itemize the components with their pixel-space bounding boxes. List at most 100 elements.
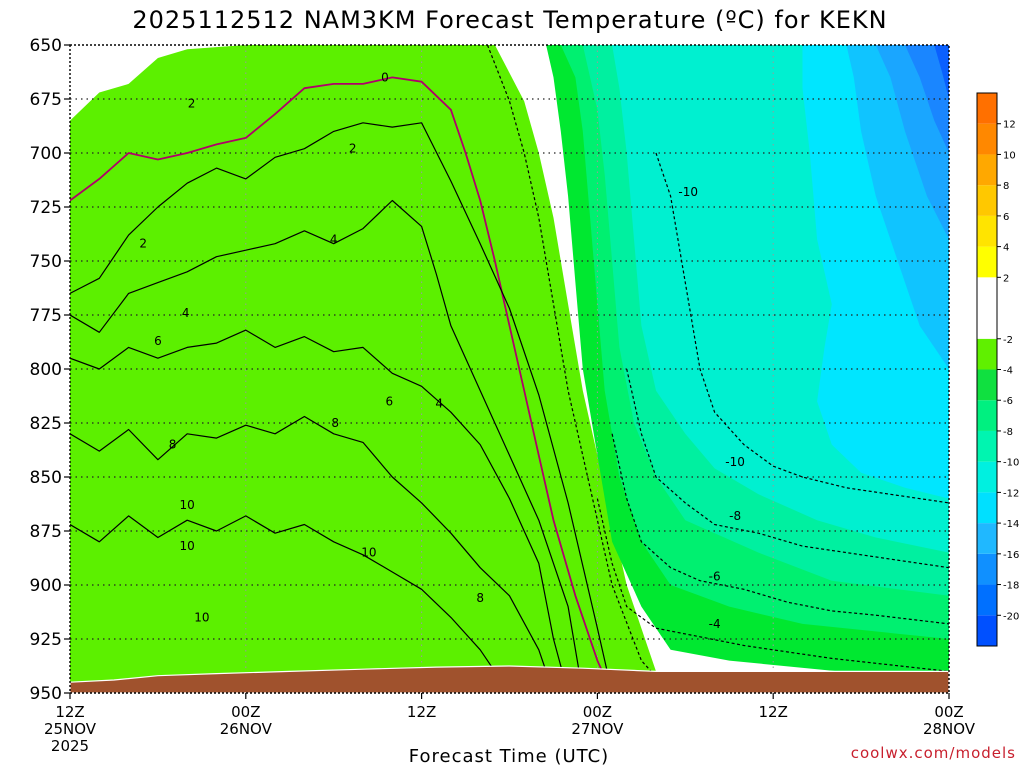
x-tick-label: 25NOV bbox=[44, 720, 97, 738]
contour-line-0 bbox=[70, 76, 613, 693]
contour-label: 8 bbox=[169, 438, 177, 452]
colorbar-swatch bbox=[977, 400, 997, 431]
x-tick-label: 00Z bbox=[231, 703, 260, 721]
colorbar-label: -12 bbox=[1003, 488, 1019, 499]
contour-label: 10 bbox=[180, 539, 195, 553]
colorbar-swatch bbox=[977, 246, 997, 278]
colorbar-swatch bbox=[977, 185, 997, 216]
y-tick-label: 775 bbox=[30, 306, 62, 326]
y-tick-label: 725 bbox=[30, 198, 62, 218]
colorbar-swatch bbox=[977, 215, 997, 247]
colorbar-label: 8 bbox=[1003, 181, 1009, 192]
contour-label: -4 bbox=[709, 617, 721, 631]
y-tick-label: 850 bbox=[30, 468, 62, 488]
colorbar-label: -14 bbox=[1003, 519, 1019, 530]
colorbar-label: 6 bbox=[1003, 212, 1009, 223]
y-tick-label: 750 bbox=[30, 252, 62, 272]
contour-line--6 bbox=[611, 433, 949, 625]
contour-label: 4 bbox=[435, 397, 443, 411]
credit-link[interactable]: coolwx.com/models bbox=[851, 744, 1016, 762]
colorbar-label: 4 bbox=[1003, 243, 1009, 254]
plot-area: 0 2 2 2 4 4 6 6 4 8 8 10 10 10 10 8 -10 -10 -8 -6 -4 bbox=[69, 44, 950, 694]
colorbar-swatch bbox=[977, 123, 997, 155]
contour-line--2 bbox=[486, 45, 672, 693]
contour-label: 4 bbox=[330, 232, 338, 246]
colorbar-swatch bbox=[977, 584, 997, 616]
y-axis-ticks: 650 675 700 725 750 775 800 825 850 875 900 925 950 bbox=[30, 36, 70, 704]
contour-label: -10 bbox=[725, 455, 745, 469]
contour-label: 4 bbox=[182, 306, 190, 320]
colorbar-swatch bbox=[977, 93, 997, 124]
colorbar-swatch bbox=[977, 277, 997, 339]
x-tick-label: 26NOV bbox=[220, 720, 273, 738]
colorbar-label: 12 bbox=[1003, 120, 1016, 131]
contour-label: 6 bbox=[154, 334, 162, 348]
contour-label: 10 bbox=[194, 610, 209, 624]
contour-label: -8 bbox=[729, 509, 741, 523]
contour-label: -6 bbox=[709, 569, 721, 583]
colorbar-swatch bbox=[977, 369, 997, 401]
contour-line-2 bbox=[70, 122, 613, 693]
contour-line-4 bbox=[70, 199, 584, 693]
colorbar-swatch bbox=[977, 492, 997, 524]
x-axis-label: Forecast Time (UTC) bbox=[409, 746, 609, 767]
contour-label: 10 bbox=[361, 546, 376, 560]
y-tick-label: 675 bbox=[30, 90, 62, 110]
contour-label: 2 bbox=[349, 142, 357, 156]
contour-label: 8 bbox=[476, 591, 484, 605]
temp-band-blue-20-shape bbox=[934, 45, 949, 99]
colorbar-label: -18 bbox=[1003, 581, 1019, 592]
y-tick-label: 900 bbox=[30, 576, 62, 596]
colorbar-swatch bbox=[977, 615, 997, 646]
colorbar-swatch bbox=[977, 338, 997, 370]
colorbar-label: 2 bbox=[1003, 273, 1009, 284]
colorbar-label: -2 bbox=[1003, 335, 1013, 346]
colorbar-label: -10 bbox=[1003, 458, 1019, 469]
contour-label: 0 bbox=[381, 70, 389, 84]
terrain bbox=[70, 665, 949, 693]
x-tick-label: 00Z bbox=[583, 703, 612, 721]
contour-label: -10 bbox=[678, 185, 698, 199]
colorbar-swatch bbox=[977, 461, 997, 493]
colorbar-swatch bbox=[977, 154, 997, 186]
grid bbox=[70, 45, 949, 693]
colorbar-label: -4 bbox=[1003, 366, 1013, 377]
y-tick-label: 800 bbox=[30, 360, 62, 380]
colorbar-label: -16 bbox=[1003, 550, 1019, 561]
contour-label: 2 bbox=[139, 237, 147, 251]
temp-band-blue-18-shape bbox=[905, 45, 949, 153]
colorbar: 12 10 8 6 4 2 -2 -4 -6 -8 -10 -12 -14 -16 -18 -20 bbox=[976, 92, 1019, 647]
colorbar-swatch bbox=[977, 523, 997, 554]
x-tick-label: 27NOV bbox=[571, 720, 624, 738]
colorbar-label: 10 bbox=[1003, 150, 1016, 161]
y-tick-label: 700 bbox=[30, 144, 62, 164]
y-tick-label: 950 bbox=[30, 684, 62, 704]
x-tick-label: 28NOV bbox=[923, 720, 976, 738]
y-tick-label: 825 bbox=[30, 414, 62, 434]
colorbar-label: -8 bbox=[1003, 427, 1013, 438]
contour-line-10 bbox=[70, 515, 510, 693]
colorbar-swatch bbox=[977, 553, 997, 585]
colorbar-label: -20 bbox=[1003, 611, 1019, 622]
contour-label: 10 bbox=[180, 498, 195, 512]
x-tick-label: 2025 bbox=[51, 737, 89, 755]
y-tick-label: 875 bbox=[30, 522, 62, 542]
temp-band-green-2 bbox=[70, 45, 671, 693]
contour-label: 2 bbox=[188, 96, 196, 110]
colorbar-label: -6 bbox=[1003, 396, 1013, 407]
contour-label: 8 bbox=[331, 416, 339, 430]
contour-line--10 bbox=[655, 152, 949, 504]
colorbar-swatch bbox=[977, 430, 997, 462]
contour-line-8 bbox=[70, 415, 555, 693]
contour-label: 6 bbox=[386, 394, 394, 408]
x-tick-label: 12Z bbox=[759, 703, 788, 721]
contour-line--8 bbox=[626, 368, 949, 569]
y-tick-label: 925 bbox=[30, 630, 62, 650]
chart-title: 2025112512 NAM3KM Forecast Temperature (… bbox=[132, 6, 887, 34]
y-tick-label: 650 bbox=[30, 36, 62, 56]
x-tick-label: 12Z bbox=[55, 703, 84, 721]
contour-line--4 bbox=[596, 498, 949, 672]
x-tick-label: 00Z bbox=[934, 703, 963, 721]
